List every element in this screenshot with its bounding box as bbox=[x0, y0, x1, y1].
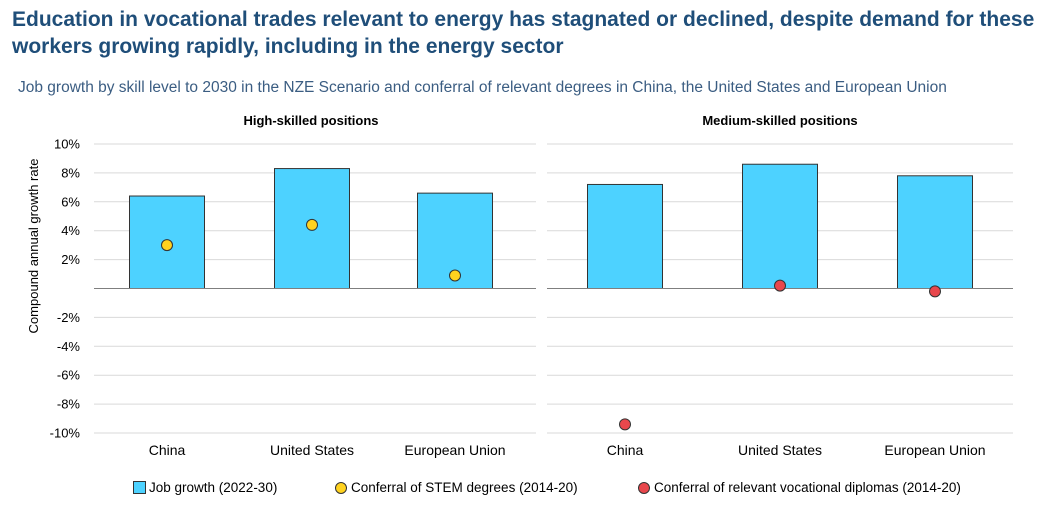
y-tick-label: -6% bbox=[57, 368, 81, 383]
bar-job-growth bbox=[897, 175, 973, 289]
dot-vocational-diplomas bbox=[929, 285, 941, 298]
y-tick-label: 4% bbox=[61, 223, 80, 238]
dot-stem-degrees bbox=[161, 239, 173, 252]
legend-label-job-growth: Job growth (2022-30) bbox=[149, 480, 278, 495]
x-category-label: United States bbox=[738, 442, 822, 458]
legend-label-stem: Conferral of STEM degrees (2014-20) bbox=[351, 480, 578, 495]
y-axis-label: Compound annual growth rate bbox=[26, 159, 41, 334]
dot-vocational-diplomas bbox=[619, 418, 631, 431]
y-tick-label: -10% bbox=[50, 426, 81, 441]
y-tick-label: -4% bbox=[57, 339, 81, 354]
bar-job-growth bbox=[587, 183, 663, 290]
chart-svg: Compound annual growth rate 10% 8% 6% 4% 2% -2… bbox=[26, 113, 1013, 458]
y-tick-label: -8% bbox=[57, 397, 81, 412]
legend-label-vocational: Conferral of relevant vocational diploma… bbox=[654, 480, 961, 495]
bar-job-growth bbox=[742, 163, 818, 289]
legend-item-job-growth: Job growth (2022-30) bbox=[133, 480, 277, 495]
x-category-label: United States bbox=[270, 442, 354, 458]
legend-item-stem: Conferral of STEM degrees (2014-20) bbox=[335, 480, 578, 495]
x-category-label: European Union bbox=[404, 442, 505, 458]
panel-title: High-skilled positions bbox=[243, 113, 378, 128]
x-category-label: China bbox=[607, 442, 644, 458]
dot-stem-degrees bbox=[306, 218, 318, 231]
legend-swatch-stem bbox=[335, 481, 347, 494]
y-tick-label: 6% bbox=[61, 194, 80, 209]
y-tick-label: 2% bbox=[61, 252, 80, 267]
chart-title: Education in vocational trades relevant … bbox=[12, 8, 1035, 58]
y-tick-label: -2% bbox=[57, 310, 81, 325]
dot-stem-degrees bbox=[449, 269, 461, 282]
legend-swatch-vocational bbox=[638, 481, 650, 494]
legend-swatch-job-growth bbox=[133, 481, 146, 494]
x-category-label: China bbox=[149, 442, 186, 458]
legend-item-vocational: Conferral of relevant vocational diploma… bbox=[638, 480, 961, 495]
legend: Job growth (2022-30) Conferral of STEM d… bbox=[0, 480, 1062, 502]
x-category-label: European Union bbox=[884, 442, 985, 458]
y-tick-label: 8% bbox=[61, 165, 80, 180]
panel-title: Medium-skilled positions bbox=[702, 113, 857, 128]
y-tick-label: 10% bbox=[54, 137, 80, 152]
chart-subtitle: Job growth by skill level to 2030 in the… bbox=[18, 79, 947, 96]
dot-vocational-diplomas bbox=[774, 279, 786, 292]
